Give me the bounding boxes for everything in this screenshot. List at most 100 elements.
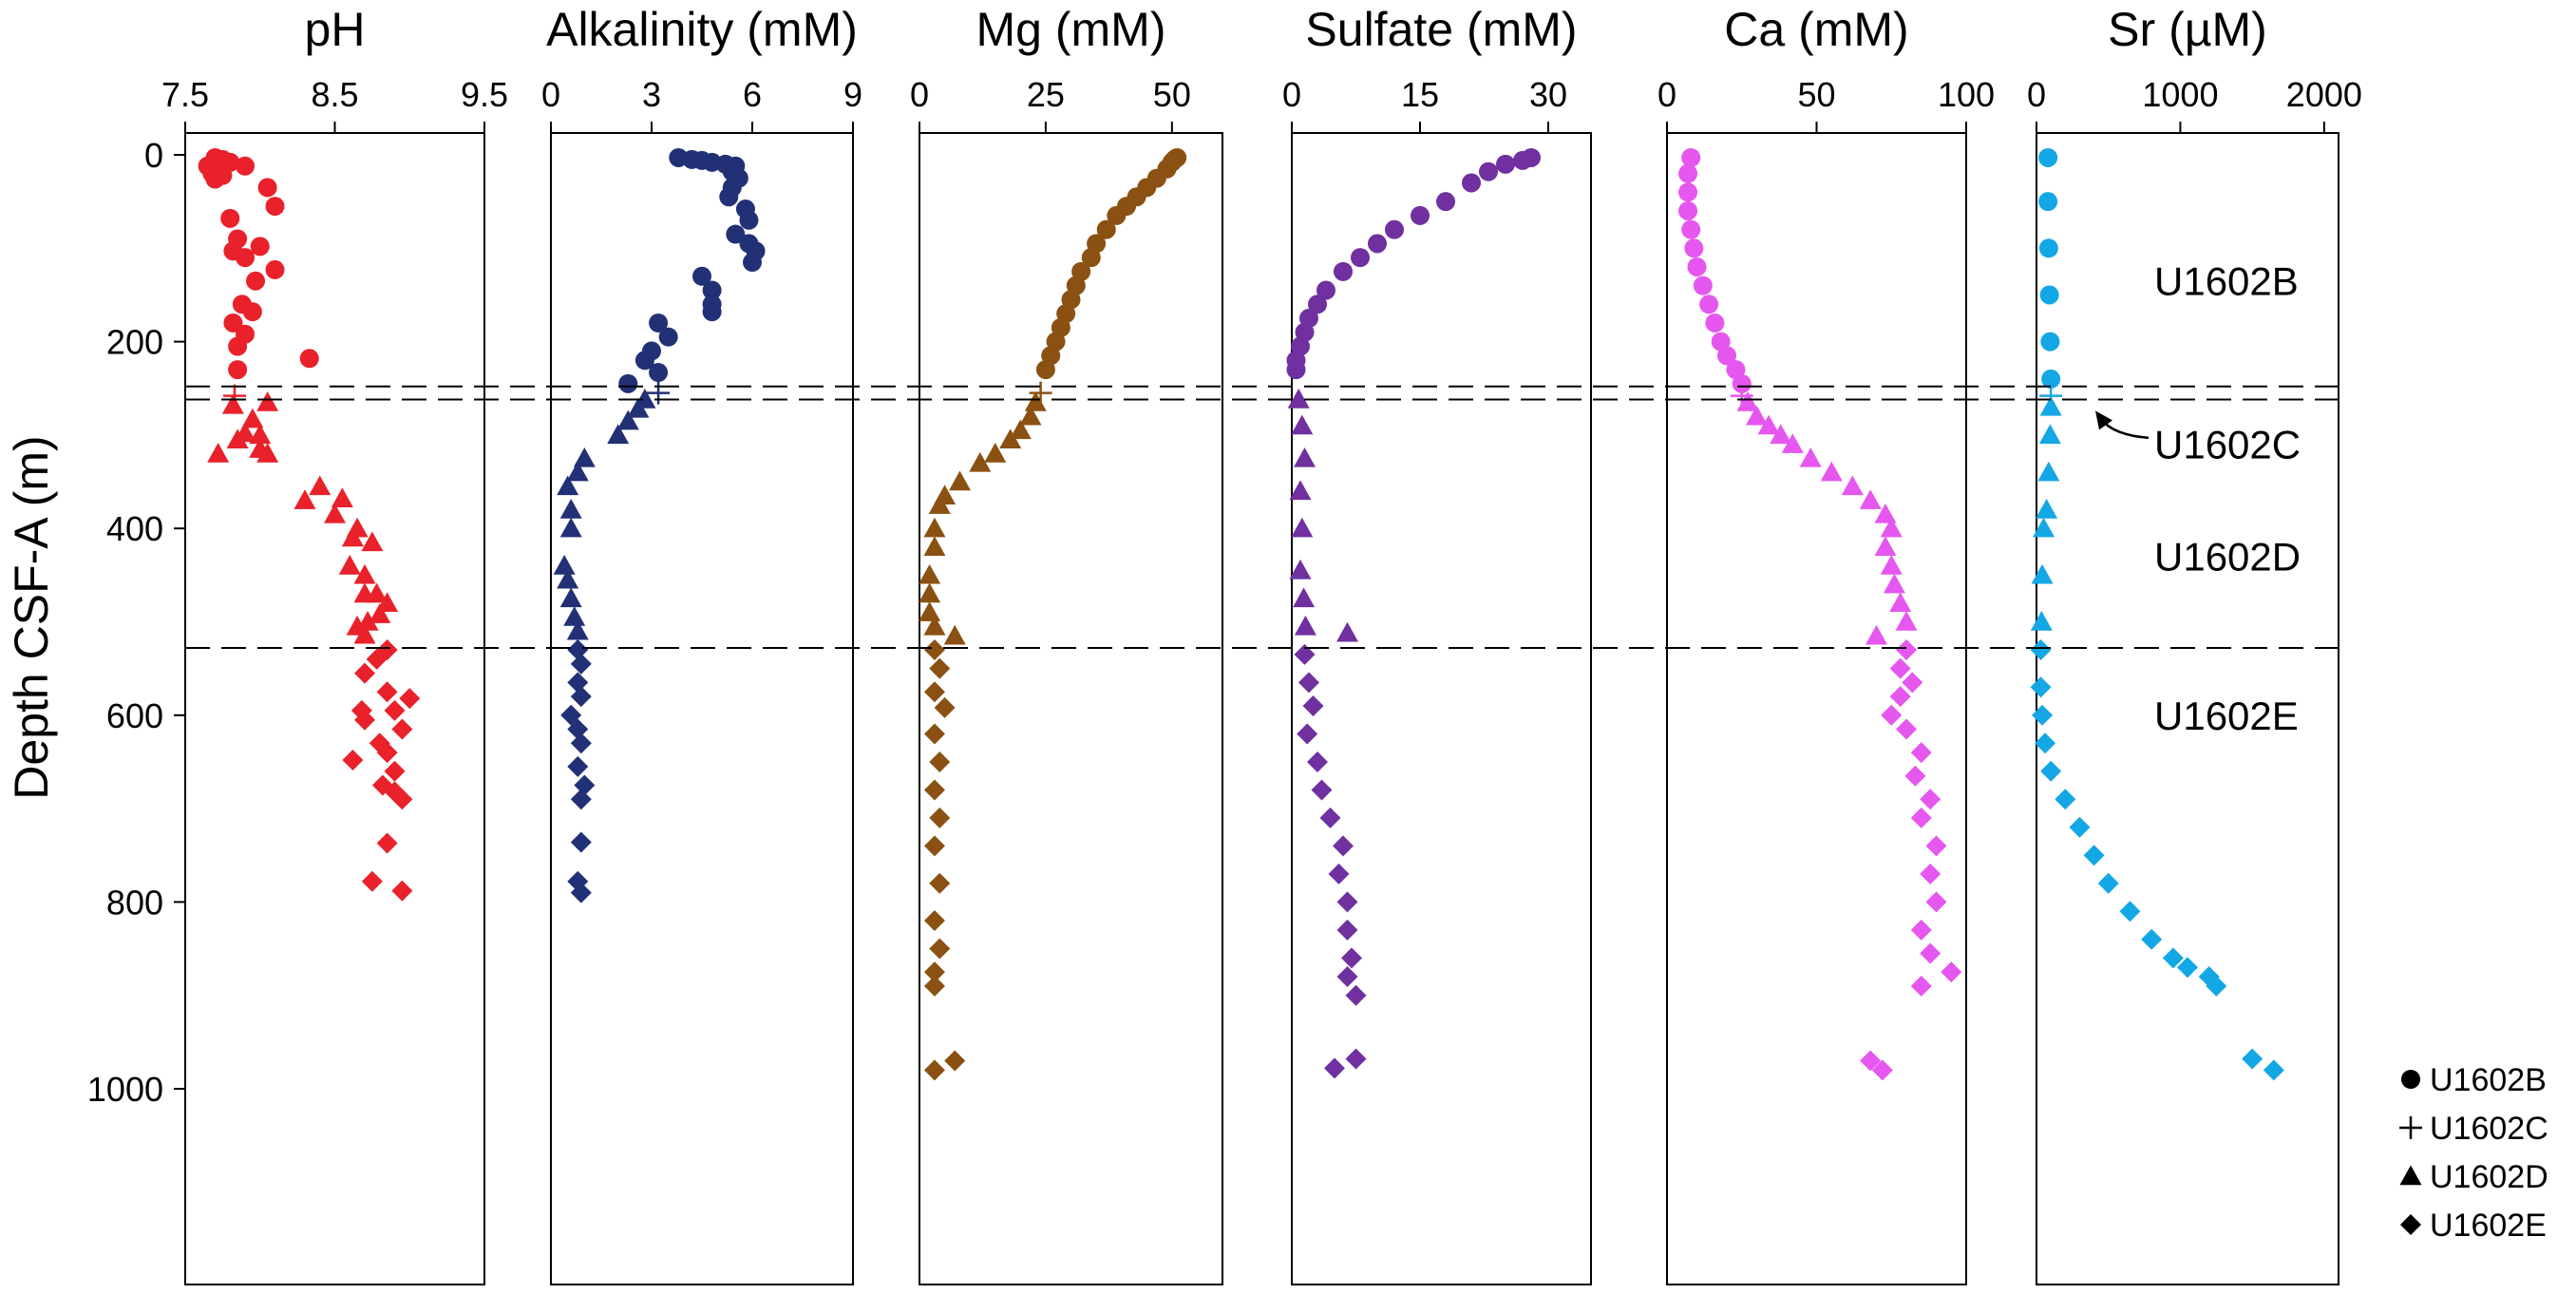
panel-frame [2036,132,2339,1285]
data-point [1841,475,1864,496]
data-point [1681,147,1701,167]
data-point [1336,891,1358,913]
data-point [574,774,596,796]
data-point [553,555,576,575]
data-point [739,210,759,230]
data-point [929,657,951,679]
x-tick-label: 0 [2027,75,2046,114]
y-tick-label: 800 [106,883,163,922]
data-point [943,624,966,645]
data-point [929,807,951,828]
data-point [2083,845,2105,866]
panel-title: Mg (mM) [976,3,1166,56]
data-point [1496,154,1515,174]
data-point [923,961,945,983]
data-point [2033,517,2055,538]
data-point [220,208,240,228]
x-tick-label: 9 [843,75,862,114]
data-point [2030,638,2052,660]
data-point [2055,789,2076,810]
panel-3: Mg (mM) 0 25 50 [910,3,1223,1285]
data-point [1009,419,1032,440]
data-point [1705,313,1725,333]
data-point [566,619,589,640]
data-point [2069,816,2091,838]
x-tick-label: 8.5 [311,75,358,114]
data-point [1757,414,1780,435]
data-point [1896,718,1917,740]
data-point [207,443,230,463]
legend: U1602B U1602C U1602D U1602E [2399,1062,2548,1244]
panel-6: Sr (µM) 0 1000 2000 [2027,3,2362,1285]
data-point [923,517,946,538]
data-point [567,672,589,694]
data-point [1684,238,1704,258]
x-tick-label: 50 [1797,75,1835,114]
data-point [649,363,669,383]
data-point [1925,835,1947,857]
data-point [923,910,945,932]
data-point [1286,360,1306,380]
data-point [1291,414,1314,435]
data-point [635,351,654,371]
data-point [1328,863,1350,885]
x-tick-label: 15 [1401,75,1439,114]
data-point [923,779,945,801]
data-point [1860,1050,1882,1072]
data-point [934,696,956,718]
data-point [236,156,255,176]
data-point [1385,219,1404,239]
data-point [265,259,285,279]
data-point [309,475,331,496]
data-point [391,789,413,810]
depth-axis: 0 200 400 600 800 1000 Depth CSF-A (m) [5,136,185,1109]
data-point [1920,789,1941,810]
x-tick-label: 50 [1153,75,1191,114]
data-point [1298,672,1319,694]
data-point [570,686,592,708]
data-point [1294,643,1316,665]
data-point [1336,919,1358,941]
data-point [1883,573,1905,594]
data-point [228,360,248,380]
data-point [354,662,375,684]
data-point [1302,695,1324,716]
y-tick-label: 0 [144,136,163,175]
data-point [1081,248,1101,268]
data-point [376,742,398,764]
data-point [702,280,722,300]
data-point [1678,163,1698,183]
site-labels: U1602B U1602C U1602D U1602E [2095,259,2301,738]
data-point [1311,779,1333,801]
data-point [919,582,941,603]
data-point [1904,765,1926,787]
data-point [1368,234,1387,254]
y-tick-label: 400 [106,509,163,548]
y-tick-label: 200 [106,323,163,362]
data-point [1107,205,1127,225]
data-point [1293,587,1316,608]
data-point [573,447,596,467]
data-point [1289,559,1312,580]
data-point [1462,173,1481,193]
data-point [1479,162,1498,181]
data-point [338,555,361,575]
data-point [969,451,992,472]
data-point [2031,563,2054,584]
data-point [559,587,582,608]
data-point [1035,360,1055,380]
data-point [1770,424,1792,445]
data-point [2030,611,2053,631]
data-point [2030,676,2052,698]
data-point [250,237,270,257]
site-label: U1602B [2154,259,2299,304]
data-point [1345,1048,1367,1070]
legend-label: U1602C [2430,1111,2548,1147]
data-point [1881,704,1903,726]
data-point [376,832,398,854]
data-point [1910,919,1932,941]
panel-2: Alkalinity (mM) 0 3 6 9 [541,3,862,1285]
data-point [1874,536,1897,557]
data-point [607,424,630,445]
